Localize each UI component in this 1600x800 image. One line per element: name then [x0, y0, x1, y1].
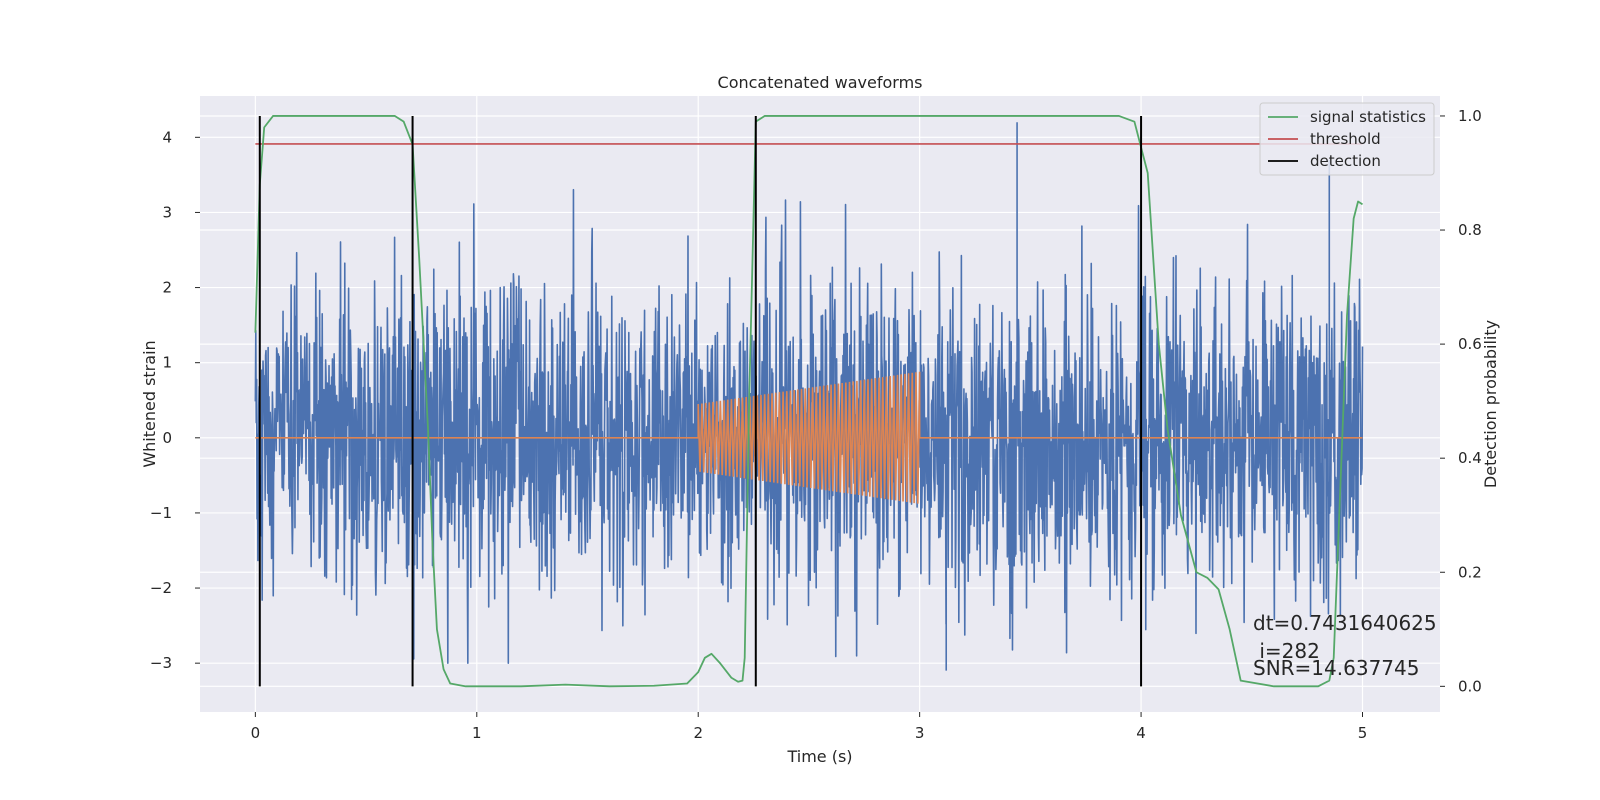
- x-axis: 0 1 2 3 4 5: [251, 712, 1368, 742]
- y2-tick-label-1: 0.2: [1458, 563, 1482, 581]
- y2-tick-label-3: 0.6: [1458, 335, 1482, 353]
- y2-axis-label: Detection probability: [1481, 320, 1500, 488]
- legend-label-signal-statistics: signal statistics: [1310, 108, 1426, 126]
- legend-box: [1259, 102, 1435, 176]
- y-tick-label-0: −3: [150, 654, 172, 672]
- x-tick-label-5: 5: [1358, 724, 1368, 742]
- annotation-index: i=282: [1253, 639, 1320, 663]
- x-axis-label: Time (s): [786, 747, 852, 766]
- legend: signal statistics threshold detection: [1259, 102, 1435, 176]
- legend-label-threshold: threshold: [1310, 130, 1381, 148]
- y-tick-label-2: −1: [150, 504, 172, 522]
- x-tick-label-4: 4: [1136, 724, 1146, 742]
- left-y-axis: −3 −2 −1 0 1 2 3 4: [150, 128, 200, 672]
- injected-waveform-line: [255, 371, 1363, 504]
- y-tick-label-5: 2: [162, 279, 172, 297]
- y-tick-label-6: 3: [162, 203, 172, 221]
- y-tick-label-4: 1: [162, 354, 172, 372]
- y-tick-label-7: 4: [162, 128, 172, 146]
- x-tick-label-1: 1: [472, 724, 482, 742]
- y-tick-label-3: 0: [162, 429, 172, 447]
- y2-tick-label-0: 0.0: [1458, 677, 1482, 695]
- plot-lines: [254, 115, 1364, 688]
- x-tick-label-3: 3: [915, 724, 925, 742]
- y2-tick-label-2: 0.4: [1458, 449, 1482, 467]
- signal-statistics-line: [254, 115, 1363, 688]
- y2-tick-label-4: 0.8: [1458, 221, 1482, 239]
- y2-tick-label-5: 1.0: [1458, 107, 1482, 125]
- chart-title: Concatenated waveforms: [718, 73, 923, 92]
- legend-label-detection: detection: [1310, 152, 1381, 170]
- x-tick-label-2: 2: [693, 724, 703, 742]
- y-tick-label-1: −2: [150, 579, 172, 597]
- strain-noise-line: [254, 122, 1364, 671]
- annotation-snr: SNR=14.637745: [1253, 656, 1419, 680]
- annotation-dt: dt=0.7431640625: [1253, 611, 1437, 635]
- y-axis-label: Whitened strain: [140, 340, 159, 467]
- x-tick-label-0: 0: [251, 724, 261, 742]
- right-y-axis: 0.0 0.2 0.4 0.6 0.8 1.0: [1440, 107, 1482, 695]
